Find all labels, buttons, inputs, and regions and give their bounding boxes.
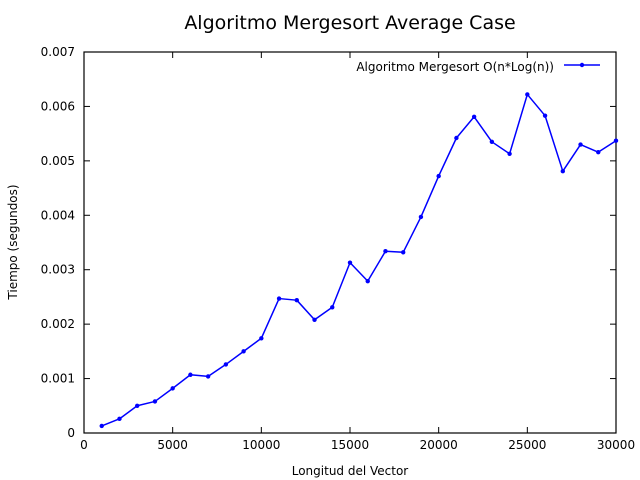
legend-label: Algoritmo Mergesort O(n*Log(n)) bbox=[356, 60, 554, 74]
data-point bbox=[312, 317, 317, 322]
data-point bbox=[383, 249, 388, 254]
data-point bbox=[117, 416, 122, 422]
x-tick-label: 5000 bbox=[157, 438, 188, 452]
data-point bbox=[152, 399, 158, 404]
y-tick-label: 0.007 bbox=[41, 45, 75, 59]
data-point bbox=[223, 362, 229, 367]
data-point bbox=[170, 386, 175, 391]
y-tick-label: 0.001 bbox=[41, 372, 75, 386]
plot-frame bbox=[83, 51, 617, 434]
data-point bbox=[330, 305, 335, 310]
data-point bbox=[436, 173, 441, 179]
data-point bbox=[578, 142, 583, 147]
data-point bbox=[542, 113, 548, 118]
data-point bbox=[241, 349, 246, 354]
x-tick-label: 15000 bbox=[331, 438, 369, 452]
y-tick-label: 0.005 bbox=[41, 154, 75, 168]
x-tick-label: 25000 bbox=[508, 438, 546, 452]
data-point bbox=[99, 423, 104, 429]
data-point bbox=[613, 138, 619, 143]
data-point bbox=[294, 297, 299, 303]
x-axis-label: Longitud del Vector bbox=[292, 464, 409, 478]
series-layer bbox=[99, 92, 619, 429]
y-axis-label: Tiempo (segundos) bbox=[6, 184, 20, 300]
data-point bbox=[454, 135, 459, 141]
data-point bbox=[401, 250, 406, 255]
axis-ticks bbox=[83, 51, 617, 434]
data-point bbox=[507, 151, 512, 156]
x-tick-labels: 0 5000 10000 15000 20000 25000 30000 bbox=[80, 438, 635, 452]
x-tick-label: 10000 bbox=[242, 438, 280, 452]
y-tick-label: 0.002 bbox=[41, 317, 75, 331]
legend-marker bbox=[579, 62, 585, 68]
data-point bbox=[188, 372, 193, 377]
y-tick-label: 0.003 bbox=[41, 263, 75, 277]
data-point bbox=[276, 296, 282, 301]
data-point bbox=[135, 403, 140, 408]
data-point bbox=[560, 168, 565, 174]
data-point bbox=[205, 374, 211, 379]
y-tick-labels: 0 0.001 0.002 0.003 0.004 0.005 0.006 0.007 bbox=[41, 45, 75, 440]
data-point bbox=[347, 260, 353, 265]
x-tick-label: 30000 bbox=[597, 438, 635, 452]
legend: Algoritmo Mergesort O(n*Log(n)) bbox=[356, 60, 600, 74]
chart-title: Algoritmo Mergesort Average Case bbox=[184, 12, 515, 34]
x-tick-label: 0 bbox=[80, 438, 88, 452]
data-point bbox=[365, 278, 370, 284]
y-tick-label: 0.006 bbox=[41, 99, 75, 113]
series-line bbox=[101, 93, 617, 427]
data-point bbox=[418, 214, 424, 220]
y-tick-label: 0 bbox=[67, 426, 75, 440]
data-point bbox=[596, 149, 601, 155]
x-tick-label: 20000 bbox=[420, 438, 458, 452]
data-point bbox=[471, 114, 477, 119]
y-tick-label: 0.004 bbox=[41, 208, 75, 222]
data-point bbox=[259, 336, 264, 341]
data-point bbox=[525, 92, 530, 97]
data-point bbox=[489, 139, 495, 145]
